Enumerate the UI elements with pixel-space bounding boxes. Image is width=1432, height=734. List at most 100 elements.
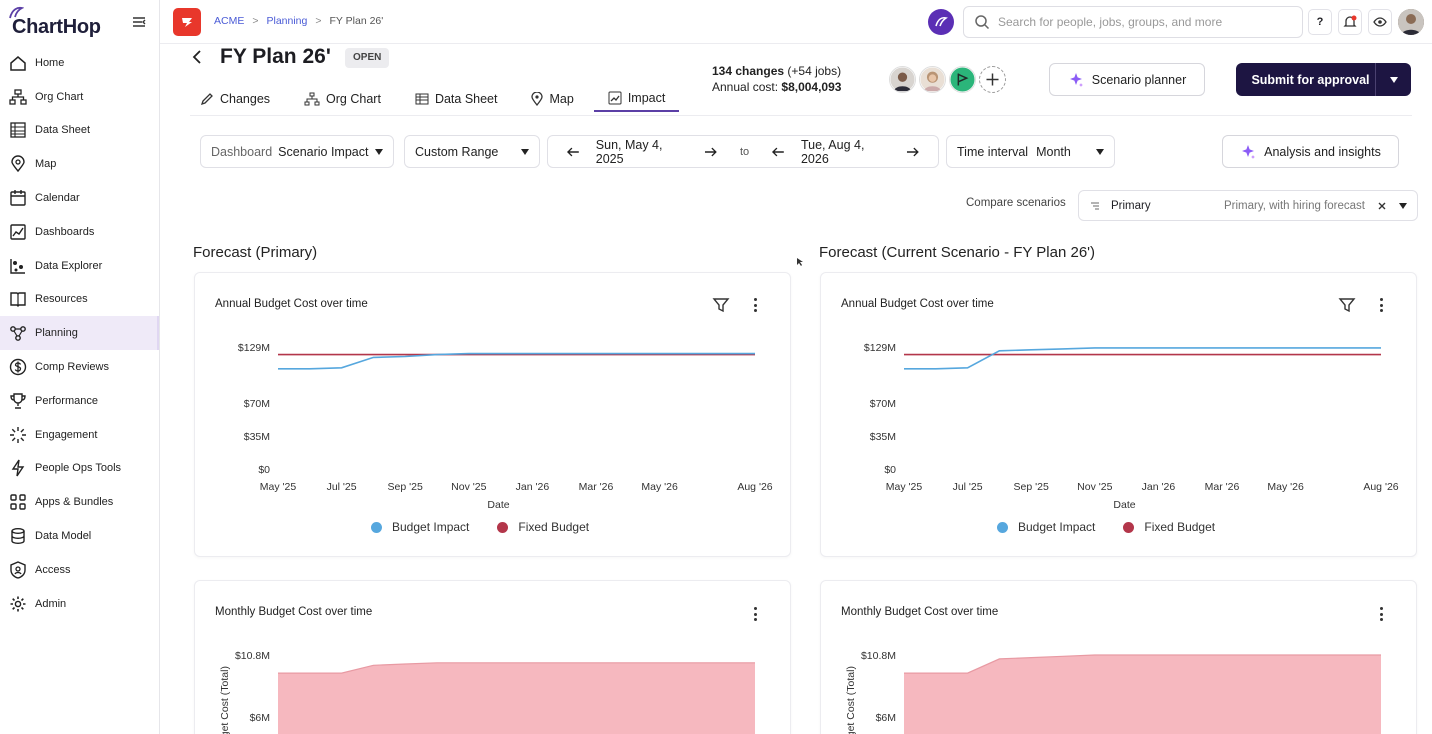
more-options-icon[interactable] <box>749 606 761 622</box>
analysis-insights-button[interactable]: Analysis and insights <box>1222 135 1399 168</box>
tab-map[interactable]: Map <box>531 86 574 112</box>
submit-for-approval-button[interactable]: Submit for approval <box>1236 63 1411 96</box>
sidebar-item-label: Data Sheet <box>35 124 91 137</box>
filter-icon[interactable] <box>712 296 730 314</box>
tab-changes[interactable]: Changes <box>200 86 270 112</box>
legend-budget-impact[interactable]: Budget Impact <box>371 520 469 534</box>
x-axis-label: Date <box>1113 499 1135 511</box>
next-start-arrow-icon[interactable] <box>704 146 718 158</box>
series-line-budget-impact[interactable] <box>278 352 755 370</box>
company-logo-icon[interactable] <box>173 8 201 36</box>
compare-scenarios-select[interactable]: Primary Primary, with hiring forecast <box>1078 190 1418 221</box>
sidebar-item-planning[interactable]: Planning <box>0 316 159 351</box>
dashboard-select[interactable]: Dashboard Scenario Impact <box>200 135 394 168</box>
map-pin-icon <box>531 92 544 106</box>
more-options-icon[interactable] <box>1375 606 1387 622</box>
time-interval-select[interactable]: Time interval Month <box>946 135 1115 168</box>
sidebar-item-engagement[interactable]: Engagement <box>0 418 159 452</box>
sidebar-item-data-sheet[interactable]: Data Sheet <box>0 114 159 148</box>
sidebar-item-people-ops-tools[interactable]: People Ops Tools <box>0 452 159 486</box>
breadcrumb-acme[interactable]: ACME <box>214 15 245 27</box>
legend-fixed-budget[interactable]: Fixed Budget <box>1123 520 1215 534</box>
x-tick-label: Nov '25 <box>1077 481 1112 493</box>
annual-chart-primary: $0 $35M $70M $129M May '25 Jul '25 Sep '25 Nov … <box>238 342 773 511</box>
range-value: Custom Range <box>415 144 499 159</box>
legend-budget-impact[interactable]: Budget Impact <box>997 520 1095 534</box>
changes-jobs: (+54 jobs) <box>787 64 842 78</box>
breadcrumb-planning[interactable]: Planning <box>266 15 308 27</box>
search-icon <box>975 15 990 30</box>
area-series[interactable] <box>278 662 755 734</box>
collapse-sidebar-icon[interactable] <box>131 14 147 30</box>
prev-start-arrow-icon[interactable] <box>566 146 580 158</box>
tab-impact[interactable]: Impact <box>593 86 680 112</box>
sidebar-item-data-model[interactable]: Data Model <box>0 519 159 553</box>
sidebar-item-data-explorer[interactable]: Data Explorer <box>0 249 159 283</box>
global-search[interactable] <box>963 6 1303 38</box>
start-date[interactable]: Sun, May 4, 2025 <box>595 137 663 166</box>
more-options-icon[interactable] <box>1375 297 1387 313</box>
add-collaborator-icon[interactable] <box>979 66 1006 93</box>
sidebar-item-apps-bundles[interactable]: Apps & Bundles <box>0 485 159 519</box>
database-icon <box>8 526 28 546</box>
collaborators <box>889 66 1006 93</box>
search-input[interactable] <box>998 15 1288 29</box>
x-tick-label: May '25 <box>260 481 297 493</box>
sidebar-nav: Home Org Chart Data Sheet Map Calendar Dashbo… <box>0 46 159 621</box>
sidebar-item-resources[interactable]: Resources <box>0 283 159 317</box>
clear-icon[interactable] <box>1377 201 1387 211</box>
annual-cost-card-scenario: Annual Budget Cost over time $0 $35M $70M $… <box>820 272 1417 557</box>
card-title: Monthly Budget Cost over time <box>215 606 373 618</box>
sidebar-item-label: Resources <box>35 293 88 306</box>
more-options-icon[interactable] <box>749 297 761 313</box>
y-axis-label: Budget Cost (Total) <box>219 666 231 734</box>
next-end-arrow-icon[interactable] <box>906 146 920 158</box>
prev-end-arrow-icon[interactable] <box>771 146 785 158</box>
collaborator-avatar[interactable] <box>919 66 946 93</box>
collaborator-avatar[interactable] <box>949 66 976 93</box>
lightning-icon <box>8 458 28 478</box>
sidebar-item-map[interactable]: Map <box>0 147 159 181</box>
sidebar-item-dashboards[interactable]: Dashboards <box>0 215 159 249</box>
help-button[interactable]: ? <box>1308 9 1332 35</box>
filter-icon[interactable] <box>1338 296 1356 314</box>
sidebar-item-label: Home <box>35 56 65 69</box>
legend-label: Fixed Budget <box>1144 520 1216 534</box>
sidebar-item-org-chart[interactable]: Org Chart <box>0 80 159 114</box>
tab-org-chart[interactable]: Org Chart <box>304 86 381 112</box>
series-line-budget-impact[interactable] <box>904 347 1381 370</box>
view-as-button[interactable] <box>1368 9 1392 35</box>
sidebar-item-admin[interactable]: Admin <box>0 587 159 621</box>
back-arrow-icon[interactable] <box>190 48 206 66</box>
submit-label: Submit for approval <box>1251 72 1370 87</box>
range-select[interactable]: Custom Range <box>404 135 540 168</box>
tab-label: Changes <box>220 92 271 106</box>
sidebar-item-calendar[interactable]: Calendar <box>0 181 159 215</box>
submit-options-dropdown[interactable] <box>1375 63 1411 96</box>
workspace-icon[interactable] <box>928 9 954 35</box>
end-date[interactable]: Tue, Aug 4, 2026 <box>800 137 865 166</box>
sidebar-item-comp-reviews[interactable]: Comp Reviews <box>0 350 159 384</box>
sidebar-item-access[interactable]: Access <box>0 553 159 587</box>
monthly-chart-scenario: $6M $10.8M Budget Cost (Total) <box>845 650 1381 734</box>
tab-data-sheet[interactable]: Data Sheet <box>415 86 498 112</box>
org-chart-icon <box>304 92 320 106</box>
sidebar-item-performance[interactable]: Performance <box>0 384 159 418</box>
legend-fixed-budget[interactable]: Fixed Budget <box>497 520 589 534</box>
sidebar-item-home[interactable]: Home <box>0 46 159 80</box>
notifications-button[interactable] <box>1338 9 1362 35</box>
sidebar-item-label: Apps & Bundles <box>35 496 114 509</box>
monthly-chart-primary: $6M $10.8M Budget Cost (Total) <box>219 650 755 734</box>
user-avatar[interactable] <box>1398 9 1424 35</box>
x-tick-label: Jan '26 <box>516 481 550 493</box>
engagement-icon <box>8 425 28 445</box>
tab-label: Org Chart <box>326 92 381 106</box>
collaborator-avatar[interactable] <box>889 66 916 93</box>
annual-chart-scenario: $0 $35M $70M $129M May '25 Jul '25 Sep '25 Nov … <box>864 342 1399 511</box>
area-series[interactable] <box>904 655 1381 734</box>
scenario-planner-button[interactable]: Scenario planner <box>1049 63 1205 96</box>
y-tick-label: $10.8M <box>861 650 896 662</box>
tab-label: Data Sheet <box>434 92 498 106</box>
plan-tabs: Changes Org Chart Data Sheet Map Impact <box>200 86 713 114</box>
map-pin-icon <box>8 154 28 174</box>
